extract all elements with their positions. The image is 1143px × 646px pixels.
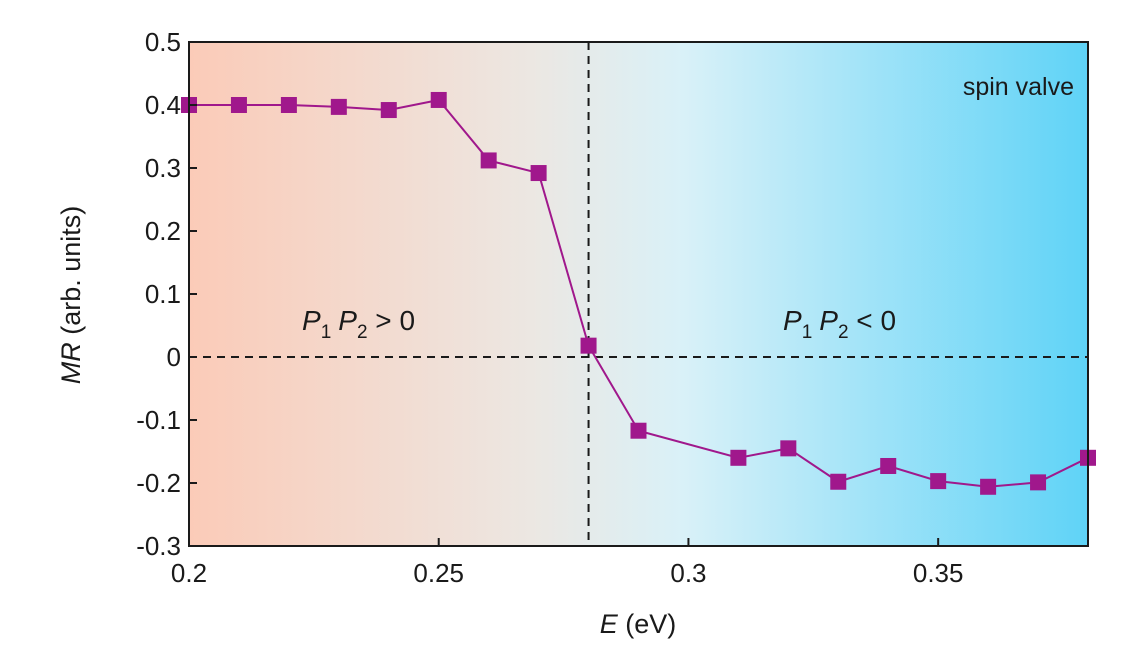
data-point-marker <box>780 440 797 457</box>
data-point-marker <box>380 102 397 119</box>
spin-valve-annotation: spin valve <box>963 73 1074 101</box>
region-right-p1: P <box>783 305 802 336</box>
data-point-marker <box>580 337 597 354</box>
x-axis-ticks: 0.2 0.25 0.3 0.35 <box>171 538 964 588</box>
data-point-marker <box>980 478 997 495</box>
region-label-positive: P1 P2 > 0 <box>302 305 415 343</box>
y-axis-label-unit: (arb. units) <box>56 206 86 343</box>
data-point-marker <box>330 98 347 115</box>
region-right-p2: P <box>819 305 838 336</box>
y-tick-label: 0.3 <box>145 153 181 183</box>
y-axis-label: MR (arb. units) <box>56 206 86 385</box>
reference-lines <box>189 42 1088 546</box>
region-right-relation: < 0 <box>849 305 896 336</box>
region-left-sub1: 1 <box>321 322 332 343</box>
data-point-marker <box>1030 474 1047 491</box>
data-point-marker <box>430 91 447 108</box>
data-point-marker <box>280 97 297 113</box>
x-axis-label-unit: (eV) <box>618 609 677 639</box>
series-line <box>189 98 1089 488</box>
data-point-marker <box>830 473 847 490</box>
y-tick-label: -0.3 <box>136 531 181 561</box>
x-axis-label-var: E <box>600 609 619 639</box>
y-tick-label: 0.2 <box>145 216 181 246</box>
y-axis-ticks: -0.3 -0.2 -0.1 0 0.1 0.2 0.3 0.4 0.5 <box>136 27 197 561</box>
data-point-marker <box>880 457 897 474</box>
data-point-marker <box>530 165 547 182</box>
data-point-marker <box>930 473 947 490</box>
x-tick-label: 0.2 <box>171 558 207 588</box>
y-tick-label: 0.4 <box>145 90 181 120</box>
region-right-sub2: 2 <box>838 322 849 343</box>
region-left-relation: > 0 <box>368 305 415 336</box>
data-point-marker <box>230 97 247 113</box>
x-axis-label: E (eV) <box>600 609 677 639</box>
y-tick-label: -0.1 <box>136 405 181 435</box>
x-tick-label: 0.25 <box>413 558 464 588</box>
series-group <box>181 91 1096 495</box>
plot-background <box>189 42 1088 546</box>
data-point-marker <box>730 449 747 466</box>
y-tick-label: 0.5 <box>145 27 181 57</box>
data-point-marker <box>630 422 647 439</box>
y-tick-label: 0 <box>167 342 181 372</box>
data-point-marker <box>480 152 497 169</box>
y-tick-label: -0.2 <box>136 468 181 498</box>
region-left-p1: P <box>302 305 321 336</box>
region-left-sub2: 2 <box>357 322 368 343</box>
y-axis-label-var: MR <box>56 342 86 384</box>
region-left-p2: P <box>338 305 357 336</box>
y-tick-label: 0.1 <box>145 279 181 309</box>
region-right-sub1: 1 <box>802 322 813 343</box>
x-tick-label: 0.35 <box>913 558 964 588</box>
x-tick-label: 0.3 <box>670 558 706 588</box>
region-label-negative: P1 P2 < 0 <box>783 305 896 343</box>
